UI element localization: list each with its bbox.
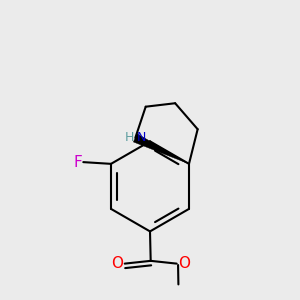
Text: O: O xyxy=(111,256,123,271)
Text: H: H xyxy=(125,131,134,144)
Polygon shape xyxy=(133,134,189,164)
Text: F: F xyxy=(73,154,82,169)
Text: O: O xyxy=(178,256,190,271)
Text: N: N xyxy=(136,131,146,144)
